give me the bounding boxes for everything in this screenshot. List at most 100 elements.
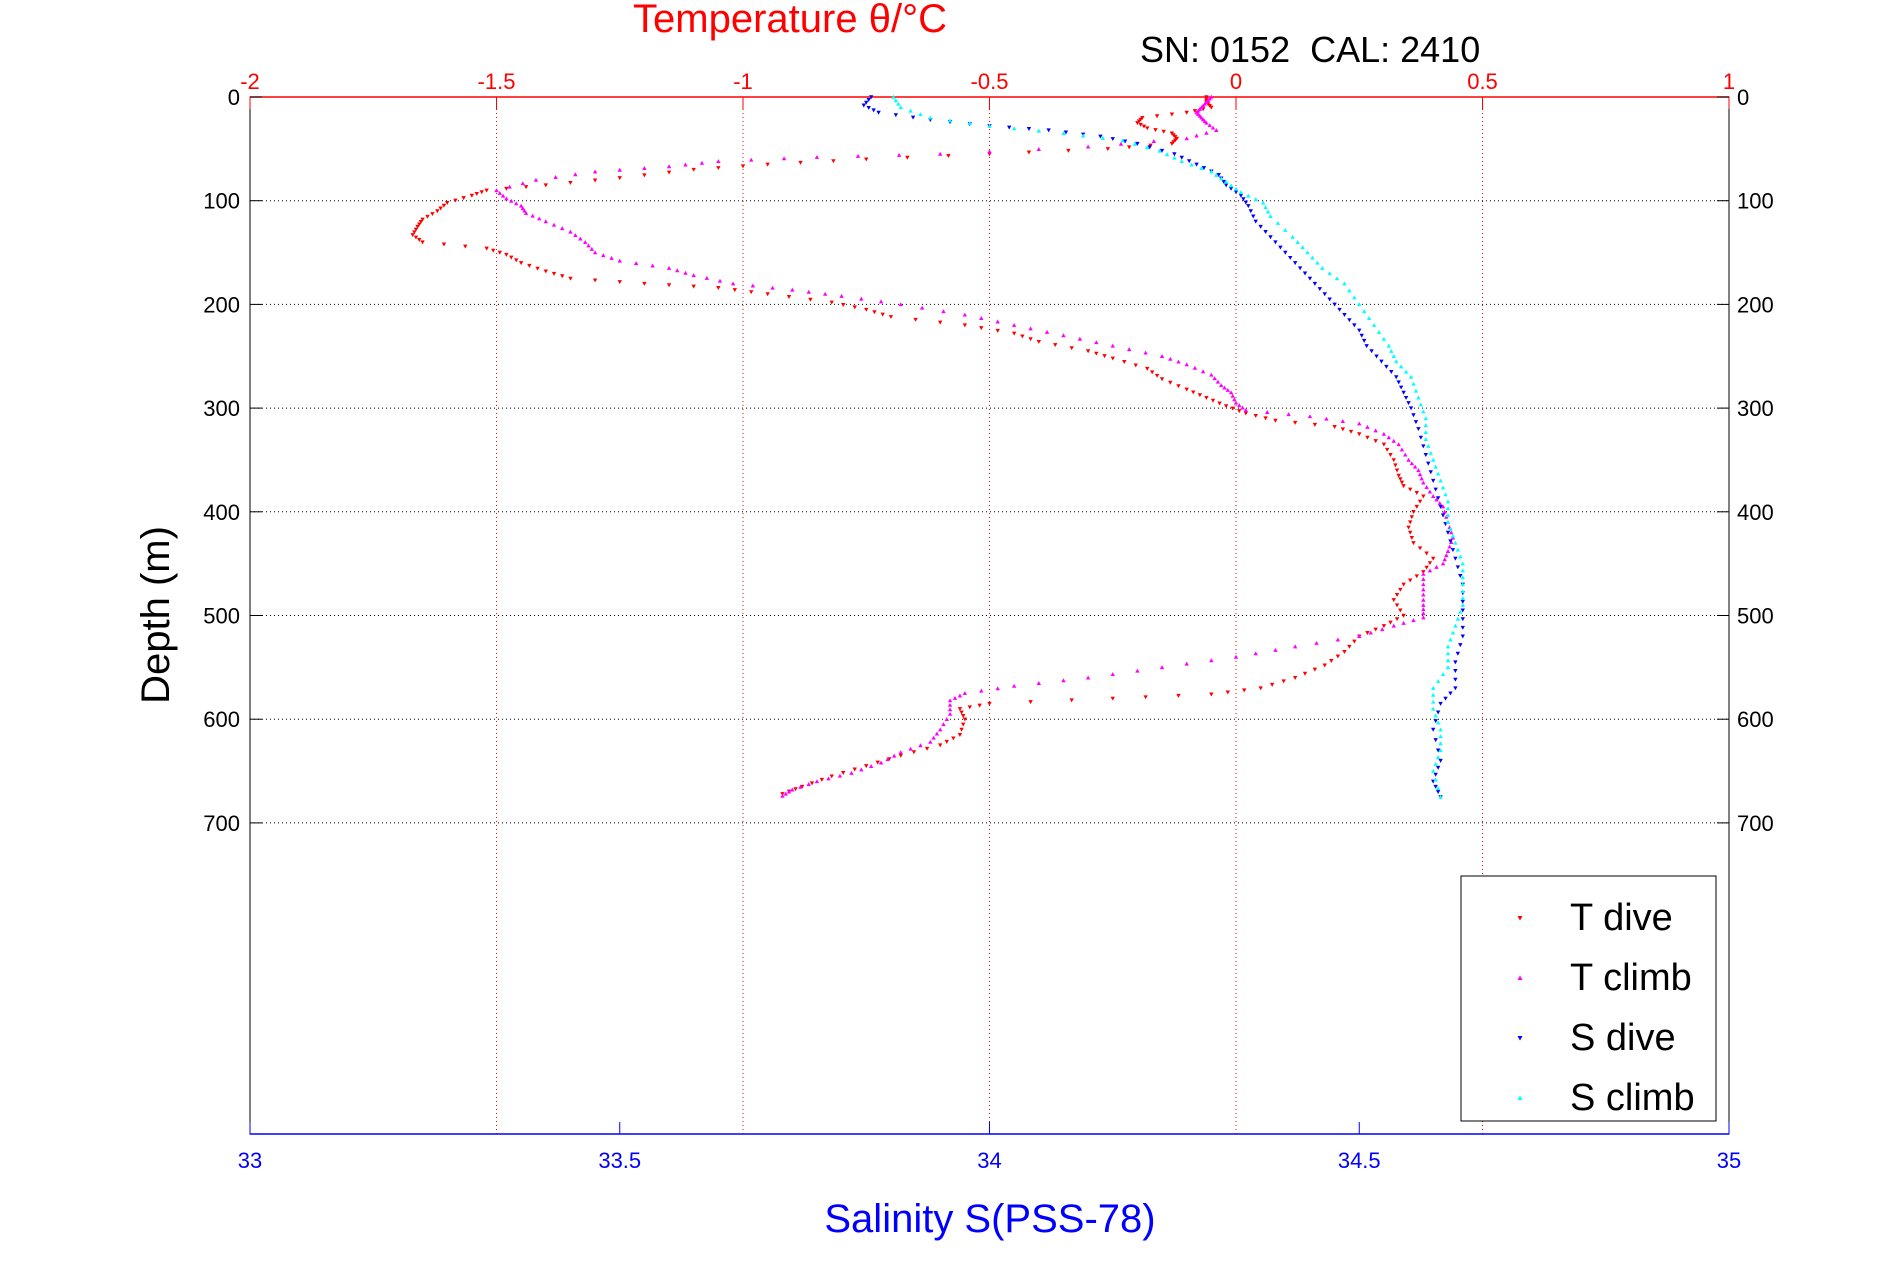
data-point xyxy=(1253,651,1258,656)
temperature-tick-label: -2 xyxy=(240,69,260,94)
data-point xyxy=(1403,452,1408,457)
data-point xyxy=(1421,602,1426,607)
data-point xyxy=(888,315,894,320)
data-point xyxy=(1253,219,1258,224)
data-point xyxy=(919,305,925,310)
data-point xyxy=(527,263,532,268)
data-point xyxy=(1414,491,1419,495)
data-point xyxy=(1135,141,1140,146)
data-point xyxy=(410,233,415,238)
data-point xyxy=(1458,643,1463,648)
data-point xyxy=(1403,395,1409,400)
data-point xyxy=(1433,777,1438,782)
data-point xyxy=(1085,144,1091,149)
data-point xyxy=(1438,734,1443,739)
data-point xyxy=(1399,447,1405,452)
data-point xyxy=(951,736,956,741)
data-point xyxy=(1320,265,1325,270)
data-point xyxy=(1431,699,1436,704)
data-point xyxy=(1238,190,1244,195)
data-point xyxy=(898,750,903,755)
data-point xyxy=(1406,525,1411,530)
data-point xyxy=(717,278,723,283)
data-point xyxy=(1424,565,1429,570)
data-point xyxy=(716,286,721,291)
series-s-climb xyxy=(891,94,1465,799)
data-point xyxy=(910,115,916,120)
data-point xyxy=(1312,281,1318,286)
data-point xyxy=(1110,343,1115,348)
data-point xyxy=(770,285,775,290)
data-point xyxy=(1179,155,1184,160)
data-point xyxy=(1460,561,1465,566)
data-point xyxy=(1431,478,1436,483)
data-point xyxy=(1448,539,1453,544)
data-point xyxy=(1413,420,1419,425)
data-point xyxy=(1450,630,1456,635)
data-point xyxy=(1460,602,1465,607)
data-point xyxy=(1240,405,1245,410)
data-point xyxy=(938,151,943,156)
data-point xyxy=(1268,235,1273,240)
data-point xyxy=(1373,627,1378,632)
depth-tick-label-left: 400 xyxy=(203,500,240,525)
data-point xyxy=(417,222,422,227)
data-point xyxy=(866,98,871,102)
data-point xyxy=(413,235,419,240)
data-point xyxy=(1179,159,1184,164)
data-point xyxy=(474,192,479,196)
chart-subtitle: SN: 0152 CAL: 2410 xyxy=(1140,29,1480,70)
data-point xyxy=(730,281,736,286)
data-point xyxy=(1263,205,1268,210)
data-point xyxy=(1028,700,1033,705)
data-point xyxy=(1122,139,1128,144)
data-point xyxy=(553,174,558,179)
data-point xyxy=(749,157,754,162)
data-point xyxy=(1120,138,1125,143)
data-point xyxy=(1026,127,1032,132)
data-point xyxy=(1209,692,1214,697)
data-point xyxy=(1455,651,1461,656)
data-point xyxy=(896,101,901,106)
data-point xyxy=(1406,401,1411,406)
data-point xyxy=(837,773,843,778)
data-point xyxy=(1069,698,1074,703)
data-point xyxy=(938,743,943,748)
data-point xyxy=(1445,499,1451,504)
data-point xyxy=(560,226,565,231)
data-point xyxy=(1110,137,1115,142)
data-point xyxy=(1189,162,1194,167)
data-point xyxy=(1431,768,1436,773)
data-point xyxy=(1381,442,1387,447)
data-point xyxy=(1315,260,1320,265)
data-point xyxy=(1028,337,1033,342)
data-point xyxy=(1036,128,1041,133)
data-point xyxy=(1427,489,1433,494)
data-point xyxy=(592,278,598,283)
data-point xyxy=(1172,152,1177,157)
data-point xyxy=(1154,114,1160,119)
data-point xyxy=(1143,695,1148,700)
data-point xyxy=(1411,510,1416,514)
data-point xyxy=(1036,146,1041,151)
data-point xyxy=(518,261,524,266)
data-point xyxy=(1409,461,1415,466)
data-point xyxy=(1011,322,1017,327)
data-point xyxy=(864,307,869,312)
data-point xyxy=(1417,499,1423,504)
data-point xyxy=(1365,435,1370,440)
data-point xyxy=(1228,183,1234,188)
data-point xyxy=(1157,148,1162,153)
salinity-axis-title: Salinity S(PSS-78) xyxy=(824,1197,1155,1241)
data-point xyxy=(418,220,424,224)
data-point xyxy=(880,312,885,317)
data-point xyxy=(1433,784,1438,789)
data-point xyxy=(1204,130,1209,135)
data-point xyxy=(568,276,573,281)
data-point xyxy=(497,250,502,255)
data-point xyxy=(1394,359,1399,364)
depth-tick-label-left: 100 xyxy=(203,189,240,214)
data-point xyxy=(1401,582,1406,587)
data-point xyxy=(967,705,972,710)
data-point xyxy=(1374,354,1379,359)
